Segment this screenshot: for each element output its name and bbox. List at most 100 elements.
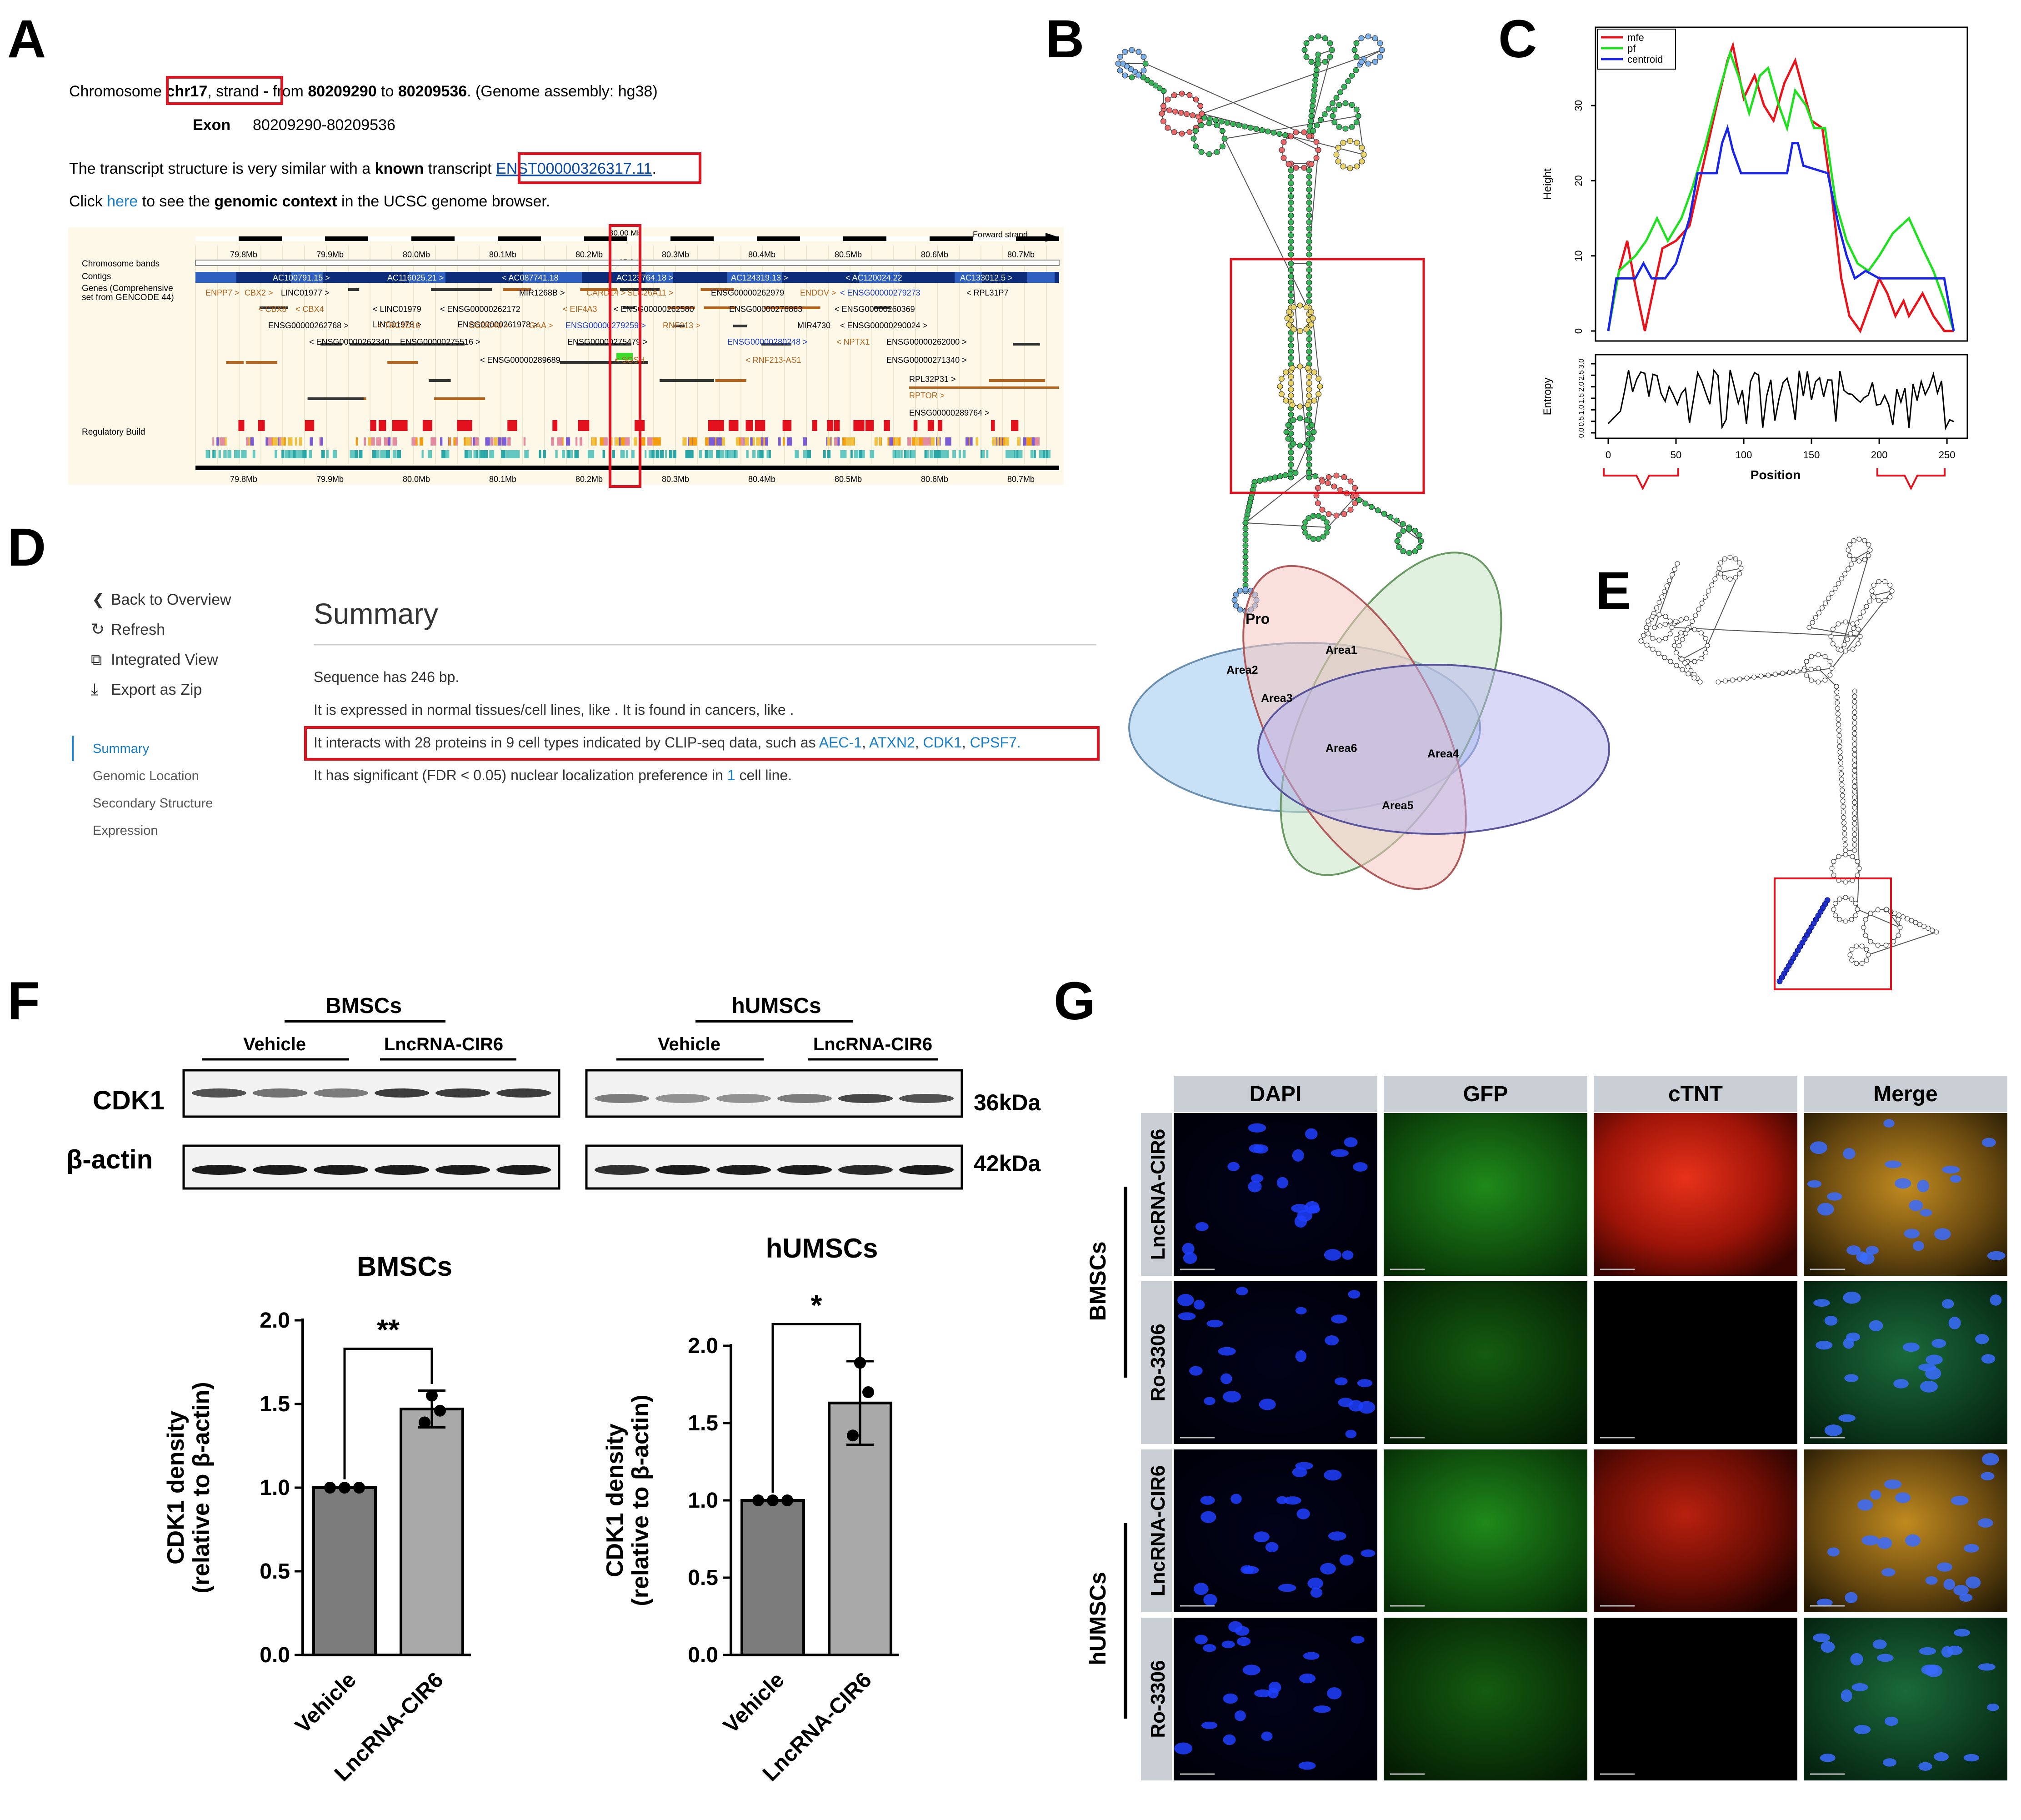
bar-0	[740, 1499, 805, 1656]
nucleotide	[1901, 914, 1906, 920]
reg-ctcf	[555, 450, 558, 458]
reg-ctcf	[1019, 450, 1022, 458]
nav-back[interactable]: ❮ Back to Overview	[92, 591, 231, 609]
nucleotide	[1723, 678, 1728, 684]
nucleotide	[1288, 261, 1294, 267]
nucleotide	[1136, 72, 1142, 79]
nucleotide	[1242, 520, 1249, 526]
panel-g: DAPI GFP cTNT Merge LncRNA-CIR6 Ro-3306 LncRNA…	[1085, 1076, 2007, 1780]
reg-enhancer	[216, 437, 219, 446]
nav-refresh[interactable]: ↻ Refresh	[91, 620, 165, 638]
reg-ctcf	[252, 450, 255, 458]
nav-integrated[interactable]: ⧉ Integrated View	[91, 651, 218, 668]
nucleotide	[1206, 151, 1212, 157]
reg-enhancer	[912, 437, 916, 446]
nucleotide	[1662, 655, 1667, 660]
nucleotide	[1312, 77, 1319, 83]
nucleotide	[1831, 859, 1836, 864]
gene-label: RPTOR >	[909, 391, 945, 400]
transcript-link[interactable]: ENST00000326317.11	[496, 160, 652, 177]
protein-link-atxn2[interactable]: ATXN2	[869, 734, 915, 751]
gene-label: < CBX8	[258, 305, 287, 314]
data-point	[781, 1494, 793, 1506]
side-genomic-location[interactable]: Genomic Location	[93, 769, 199, 783]
reg-promoter	[1011, 420, 1019, 431]
nucleotide	[1288, 167, 1294, 173]
here-link[interactable]: here	[107, 193, 138, 210]
nucleotide	[1281, 139, 1287, 145]
nucleus	[1895, 1178, 1911, 1189]
nucleotide	[1883, 943, 1889, 948]
nucleotide	[1308, 321, 1314, 328]
row-header-bg	[1141, 1281, 1172, 1444]
nucleotide	[1855, 859, 1860, 864]
sgsh-highlight	[616, 353, 633, 360]
protein-link-cdk1[interactable]: CDK1	[923, 734, 962, 751]
nucleotide	[1312, 473, 1319, 479]
forward-arrow-icon	[1046, 233, 1059, 242]
external-link-icon: ⧉	[91, 651, 102, 668]
rna-structure-e	[1638, 536, 1939, 984]
active-indicator	[72, 736, 74, 761]
nucleotide	[1773, 672, 1778, 677]
nucleotide	[1852, 742, 1857, 747]
nucleotide	[1301, 47, 1308, 53]
nucleus	[1201, 1721, 1218, 1729]
nucleotide	[1322, 35, 1328, 41]
chevron-left-icon: ❮	[92, 591, 105, 609]
nav-export[interactable]: ⤓ Export as Zip	[91, 680, 202, 698]
nucleus	[1298, 1761, 1316, 1770]
position-axis: 0 50 100 150 200 250	[1606, 438, 1955, 461]
nucleotide	[1241, 123, 1248, 130]
nucleotide	[1315, 485, 1321, 491]
reg-ctcf	[223, 450, 227, 458]
height-plot-frame	[1595, 26, 1968, 342]
tick-bottom-label: 79.8Mb	[230, 475, 257, 484]
side-secondary-structure[interactable]: Secondary Structure	[93, 796, 213, 811]
reg-enhancer	[949, 437, 951, 446]
micrograph	[1594, 1113, 1797, 1276]
nucleotide	[1853, 913, 1859, 918]
reg-promoter	[745, 420, 753, 431]
protein-link-cpsf7[interactable]: CPSF7.	[970, 734, 1021, 751]
blot-band	[253, 1165, 307, 1175]
nucleotide	[1866, 553, 1871, 558]
nucleus	[1174, 1742, 1193, 1755]
cell-line-link[interactable]: 1	[727, 767, 735, 783]
nucleotide	[1359, 158, 1365, 165]
nucleus	[1866, 1246, 1879, 1255]
nucleotide	[1303, 326, 1310, 332]
side-expression[interactable]: Expression	[93, 823, 158, 838]
reg-enhancer	[879, 437, 881, 446]
nucleotide	[1361, 151, 1367, 158]
nucleotide	[1242, 586, 1249, 592]
nucleotide	[1806, 625, 1812, 630]
nucleotide	[1863, 917, 1868, 923]
protein-link-aec1[interactable]: AEC-1	[819, 734, 862, 751]
ruler-block	[282, 236, 325, 241]
nucleotide	[1839, 777, 1844, 782]
nucleotide	[1379, 47, 1385, 53]
nucleotide	[1156, 85, 1163, 91]
genome-browser[interactable]: Forward strand 79.8Mb 79.9Mb 80.0Mb 80.1Mb 8…	[68, 224, 1064, 488]
nucleotide	[1329, 100, 1336, 106]
nucleotide	[1663, 636, 1668, 641]
nucleotide	[1306, 174, 1312, 180]
reg-ctcf	[514, 450, 519, 458]
row-header-bg	[1141, 1449, 1172, 1612]
nucleotide	[1684, 616, 1689, 621]
nucleotide	[1309, 422, 1315, 428]
reg-promoter	[729, 420, 739, 431]
nucleotide	[1279, 147, 1285, 153]
reg-enhancer	[453, 437, 456, 446]
side-summary[interactable]: Summary	[93, 742, 150, 756]
clip-highlight	[304, 726, 1100, 761]
gene-labels: ENPP7 > CBX2 > LINC01977 > < LINC01979 < ENS…	[205, 288, 1009, 417]
nucleotide	[1868, 939, 1873, 944]
nucleotide	[1850, 621, 1856, 627]
microscopy-grid: DAPI GFP cTNT Merge LncRNA-CIR6 Ro-3306 LncRNA…	[1085, 1076, 2007, 1780]
chr-strand-highlight	[166, 76, 283, 105]
reg-ctcf	[708, 450, 713, 458]
nucleotide	[1809, 677, 1814, 683]
reg-ctcf	[766, 450, 769, 458]
